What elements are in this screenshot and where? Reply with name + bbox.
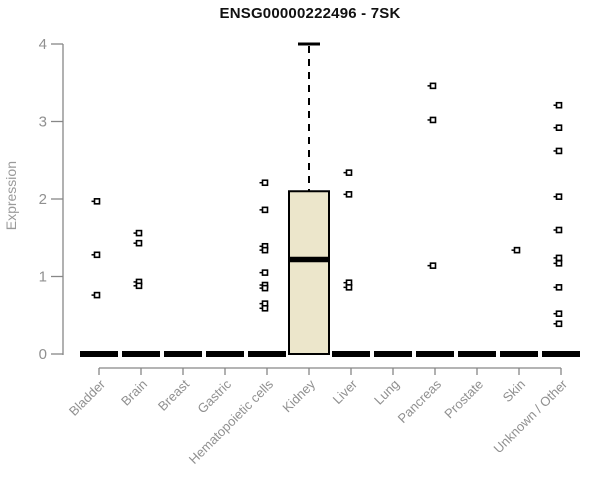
outlier-point xyxy=(429,82,437,90)
outlier-point xyxy=(261,269,269,276)
collapsed-box xyxy=(332,351,370,357)
outlier-point xyxy=(555,101,563,109)
outlier-point xyxy=(555,260,563,267)
collapsed-box xyxy=(416,351,454,357)
outlier-point xyxy=(135,239,143,247)
outlier-point xyxy=(555,193,563,200)
collapsed-box xyxy=(500,351,538,357)
y-tick-label: 2 xyxy=(39,191,47,208)
collapsed-box xyxy=(80,351,118,357)
outlier-point xyxy=(429,116,437,124)
outlier-point xyxy=(429,262,437,269)
x-tick-label: Kidney xyxy=(279,376,318,415)
chart-title: ENSG00000222496 - 7SK xyxy=(219,5,401,22)
outlier-point xyxy=(555,147,563,155)
y-tick-label: 1 xyxy=(39,269,47,286)
x-tick-label: Skin xyxy=(500,377,528,405)
y-tick-label: 0 xyxy=(39,346,47,363)
collapsed-box xyxy=(374,351,412,357)
outlier-point xyxy=(555,254,563,262)
outlier-point xyxy=(555,284,563,291)
collapsed-box xyxy=(458,351,496,357)
x-tick-label: Lung xyxy=(371,377,402,408)
collapsed-box xyxy=(248,351,286,357)
outlier-point xyxy=(261,246,269,254)
outlier-point xyxy=(555,320,563,328)
x-tick-label: Gastric xyxy=(194,376,234,416)
outlier-point xyxy=(93,291,101,299)
box xyxy=(288,190,330,355)
outlier-point xyxy=(135,229,143,237)
outlier-point xyxy=(135,282,143,290)
x-tick-label: Prostate xyxy=(441,377,486,422)
y-tick-label: 3 xyxy=(39,114,47,131)
y-tick-label: 4 xyxy=(39,36,47,53)
outlier-point xyxy=(555,226,563,234)
x-tick-label: Liver xyxy=(330,376,361,407)
outlier-point xyxy=(555,124,563,131)
x-tick-label: Bladder xyxy=(66,376,109,419)
outlier-point xyxy=(261,304,269,312)
collapsed-box xyxy=(542,351,580,357)
outlier-point xyxy=(345,284,353,291)
outlier-point xyxy=(93,251,101,259)
outlier-point xyxy=(555,310,563,318)
collapsed-box xyxy=(122,351,160,357)
outlier-point xyxy=(93,198,101,205)
outlier-point xyxy=(261,179,269,187)
outlier-point xyxy=(513,246,521,254)
collapsed-box xyxy=(206,351,244,357)
outlier-point xyxy=(345,169,353,176)
x-tick-label: Pancreas xyxy=(395,376,445,426)
outlier-point xyxy=(261,284,269,292)
collapsed-box xyxy=(164,351,202,357)
outlier-point xyxy=(345,191,353,198)
outlier-point xyxy=(261,206,269,214)
x-tick-label: Breast xyxy=(155,376,192,413)
x-tick-label: Brain xyxy=(118,377,150,409)
x-tick-label: Unknown / Other xyxy=(491,376,571,456)
